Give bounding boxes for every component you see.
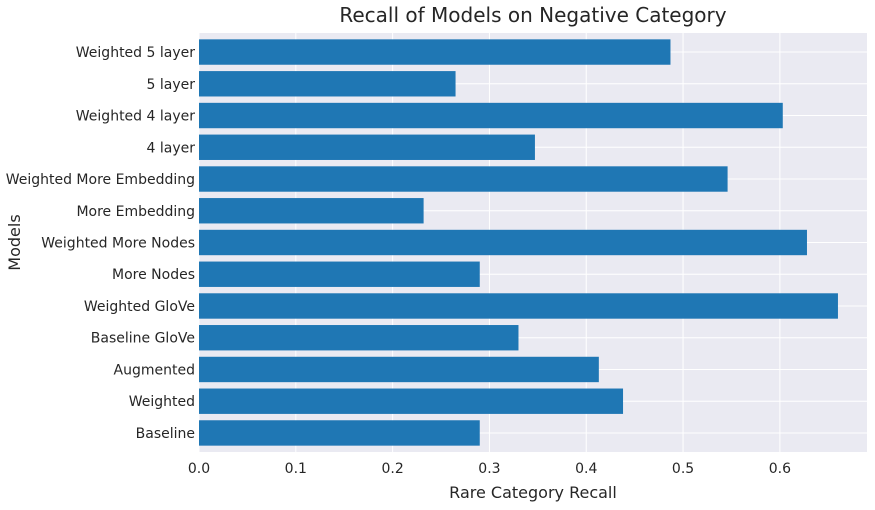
bar — [199, 420, 480, 446]
y-tick-label: Augmented — [114, 362, 195, 378]
bar — [199, 261, 480, 287]
bar — [199, 166, 728, 192]
chart-title: Recall of Models on Negative Category — [339, 3, 726, 27]
bar — [199, 356, 599, 383]
x-tick-label: 0.6 — [769, 461, 791, 477]
y-tick-label: More Embedding — [76, 204, 195, 220]
bar — [199, 325, 519, 351]
x-tick-label: 0.1 — [285, 461, 307, 477]
y-tick-label: More Nodes — [112, 267, 195, 283]
bar — [199, 39, 671, 65]
y-tick-label: Weighted More Embedding — [6, 172, 195, 188]
bar — [199, 71, 456, 97]
x-axis-label: Rare Category Recall — [449, 483, 617, 502]
y-tick-label: Weighted — [129, 394, 195, 410]
x-tick-label: 0.5 — [672, 461, 694, 477]
x-tick-labels: 0.0 0.1 0.2 0.3 0.4 0.5 0.6 — [188, 461, 791, 477]
y-tick-label: 5 layer — [147, 77, 196, 93]
x-tick-label: 0.0 — [188, 461, 210, 477]
bar — [199, 134, 535, 160]
y-tick-labels: Baseline Weighted Augmented Baseline GloVe W… — [6, 45, 196, 442]
y-tick-label: Baseline GloVe — [91, 331, 195, 347]
y-tick-label: 4 layer — [147, 140, 196, 156]
y-tick-label: Weighted 5 layer — [76, 45, 195, 61]
bar — [199, 198, 424, 224]
y-tick-label: Weighted GloVe — [84, 299, 195, 315]
bar — [199, 229, 807, 256]
y-tick-label: Weighted More Nodes — [41, 236, 195, 252]
x-tick-label: 0.3 — [478, 461, 500, 477]
y-axis-label: Models — [5, 214, 24, 270]
y-tick-label: Weighted 4 layer — [76, 109, 195, 125]
bar — [199, 293, 838, 319]
x-tick-label: 0.2 — [381, 461, 403, 477]
bar — [199, 388, 624, 414]
bar — [199, 102, 783, 129]
y-tick-label: Baseline — [136, 426, 195, 442]
x-tick-label: 0.4 — [575, 461, 597, 477]
bars-group — [199, 39, 838, 446]
